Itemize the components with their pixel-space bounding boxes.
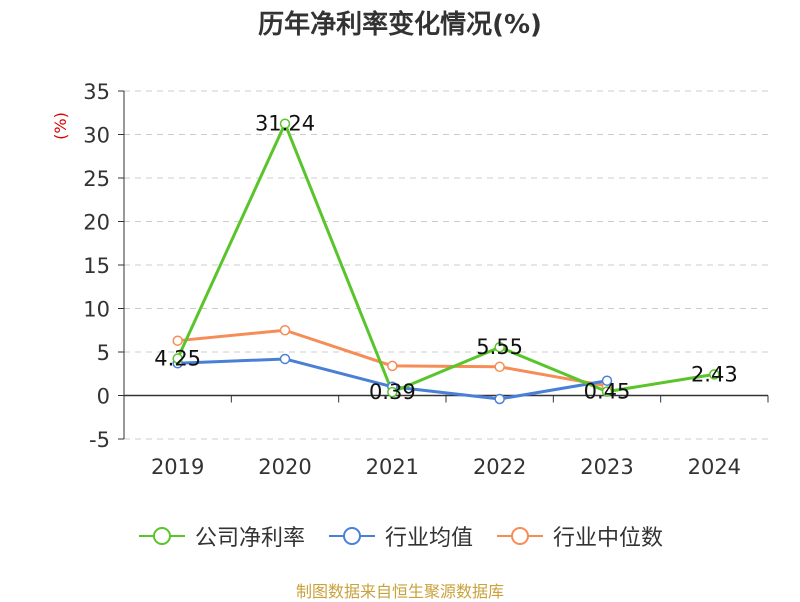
y-tick-label: 35	[83, 80, 110, 104]
legend-circle	[152, 527, 171, 545]
legend-marker	[497, 527, 543, 545]
data-labels: 4.25 31.24 0.39 5.55 0.45 2.43	[154, 112, 737, 404]
legend-label: 行业中位数	[553, 526, 664, 551]
chart-title: 历年净利率变化情况(%)	[258, 10, 542, 40]
y-tick-label: -5	[89, 428, 110, 452]
legend-label: 行业均值	[384, 526, 473, 551]
grid-lines	[124, 90, 768, 440]
data-point	[494, 393, 505, 405]
x-tick-label: 2023	[580, 455, 633, 479]
x-tick-label: 2019	[151, 455, 204, 479]
data-point	[279, 353, 291, 365]
y-axis-label: (%)	[51, 112, 70, 140]
legend: 公司净利率 行业均值 行业中位数	[0, 520, 800, 552]
y-tick-label: 30	[83, 124, 110, 148]
data-point	[387, 360, 398, 372]
data-point	[279, 325, 291, 336]
data-point	[279, 118, 291, 129]
legend-item[interactable]: 行业均值	[327, 520, 473, 552]
data-point	[601, 375, 613, 386]
x-tick-label: 2020	[258, 455, 311, 479]
source-note: 制图数据来自恒生聚源数据库	[295, 582, 504, 601]
data-point	[172, 353, 183, 364]
series-line	[176, 122, 715, 394]
data-label: 4.25	[154, 347, 201, 371]
x-tick-label: 2022	[473, 455, 526, 479]
legend-circle	[342, 527, 361, 545]
data-label: 31.24	[255, 112, 315, 136]
legend-label: 公司净利率	[194, 526, 305, 551]
data-point	[494, 361, 505, 373]
legend-item[interactable]: 公司净利率	[137, 520, 305, 552]
y-tick-label: 20	[83, 211, 110, 235]
x-tick-label: 2021	[366, 455, 419, 479]
data-points	[172, 118, 720, 405]
data-point	[172, 335, 183, 346]
series-lines	[176, 122, 715, 401]
y-tick-label: 5	[97, 341, 110, 365]
legend-item[interactable]: 行业中位数	[495, 520, 663, 552]
data-point	[387, 386, 398, 398]
y-tick-label: 15	[83, 254, 110, 278]
data-point	[709, 369, 720, 380]
data-point	[494, 341, 505, 353]
legend-marker	[328, 527, 375, 545]
y-tick-label: 25	[83, 167, 110, 191]
x-tick-label: 2024	[688, 455, 741, 479]
data-label: 0.45	[584, 380, 631, 404]
data-label: 5.55	[476, 335, 523, 359]
data-label: 0.39	[369, 380, 416, 404]
axes: -5 0 5 10 15 20 25 30 35 2019 2020 2021 2022 2023 2024	[83, 80, 769, 479]
y-tick-label: 0	[97, 385, 110, 409]
y-tick-label: 10	[83, 298, 110, 322]
data-point	[601, 386, 613, 397]
series-line	[177, 328, 608, 388]
legend-circle	[511, 527, 529, 545]
data-label: 2.43	[691, 362, 738, 386]
legend-marker	[138, 527, 185, 545]
